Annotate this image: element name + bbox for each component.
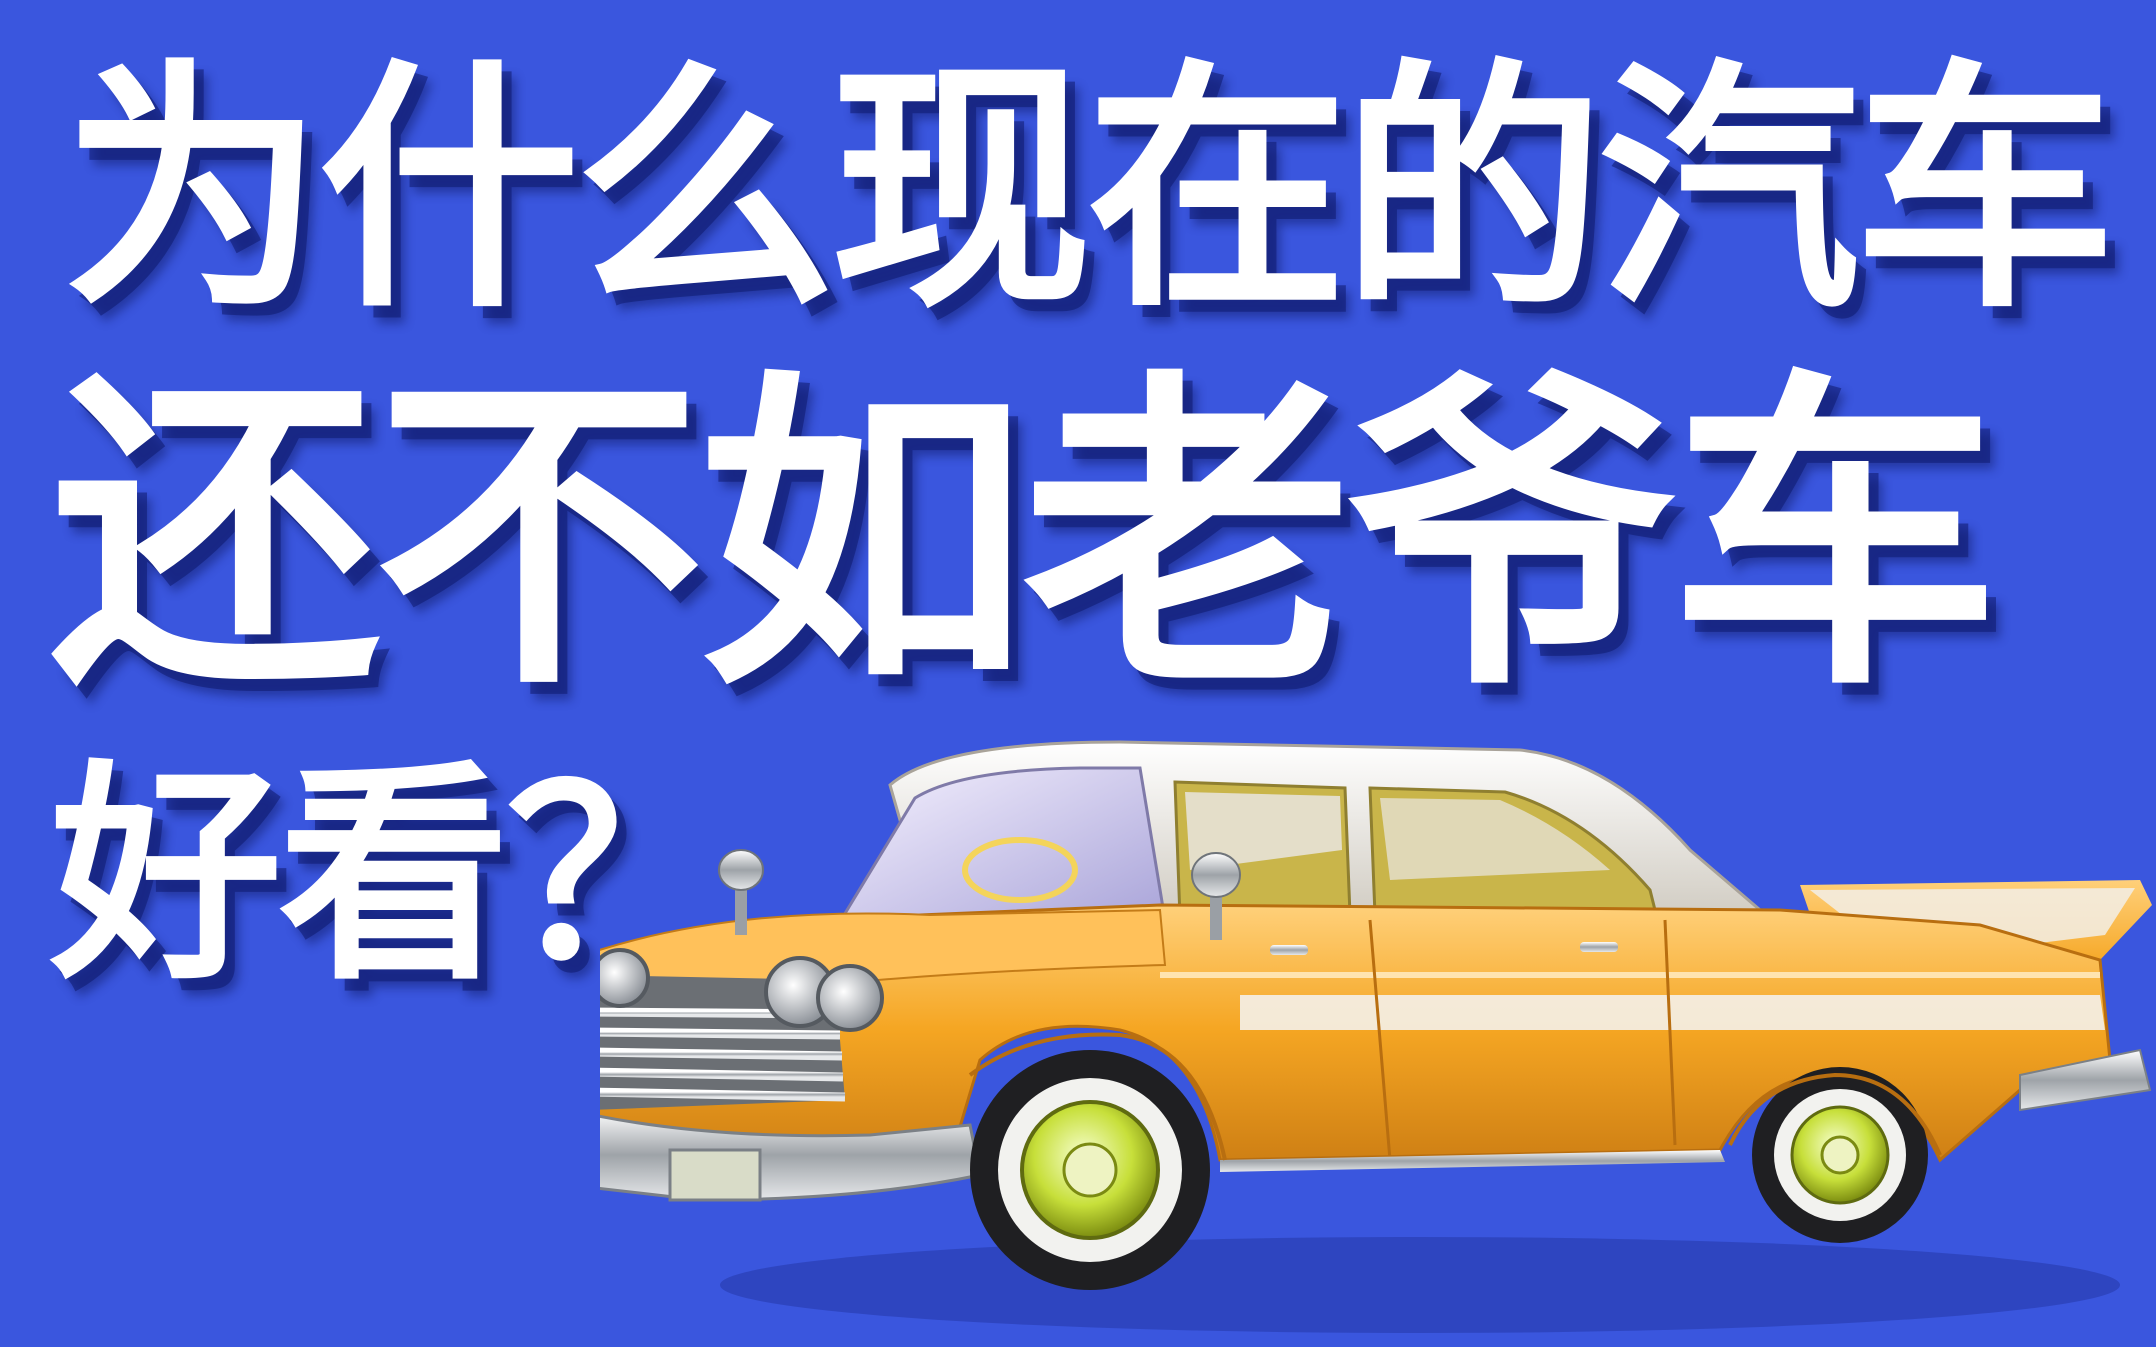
license-plate (668, 1148, 762, 1202)
headline-line-2: 还不如老爷车 (50, 345, 2000, 729)
headlight-icon (816, 964, 884, 1032)
headline-line-1: 为什么现在的汽车 (62, 38, 2116, 343)
left-mirror-icon (718, 849, 764, 935)
headlight-icon (600, 948, 650, 1008)
rear-door-handle (1580, 942, 1618, 952)
front-wheel (970, 1050, 1210, 1290)
rear-wheel (1752, 1067, 1928, 1243)
car-side-trim (1240, 995, 2105, 1030)
right-mirror-icon (1191, 852, 1241, 940)
classic-car-illustration (600, 740, 2152, 1333)
car-shadow (720, 1237, 2120, 1333)
front-door-handle (1270, 945, 1308, 955)
car-windshield (832, 766, 1167, 932)
